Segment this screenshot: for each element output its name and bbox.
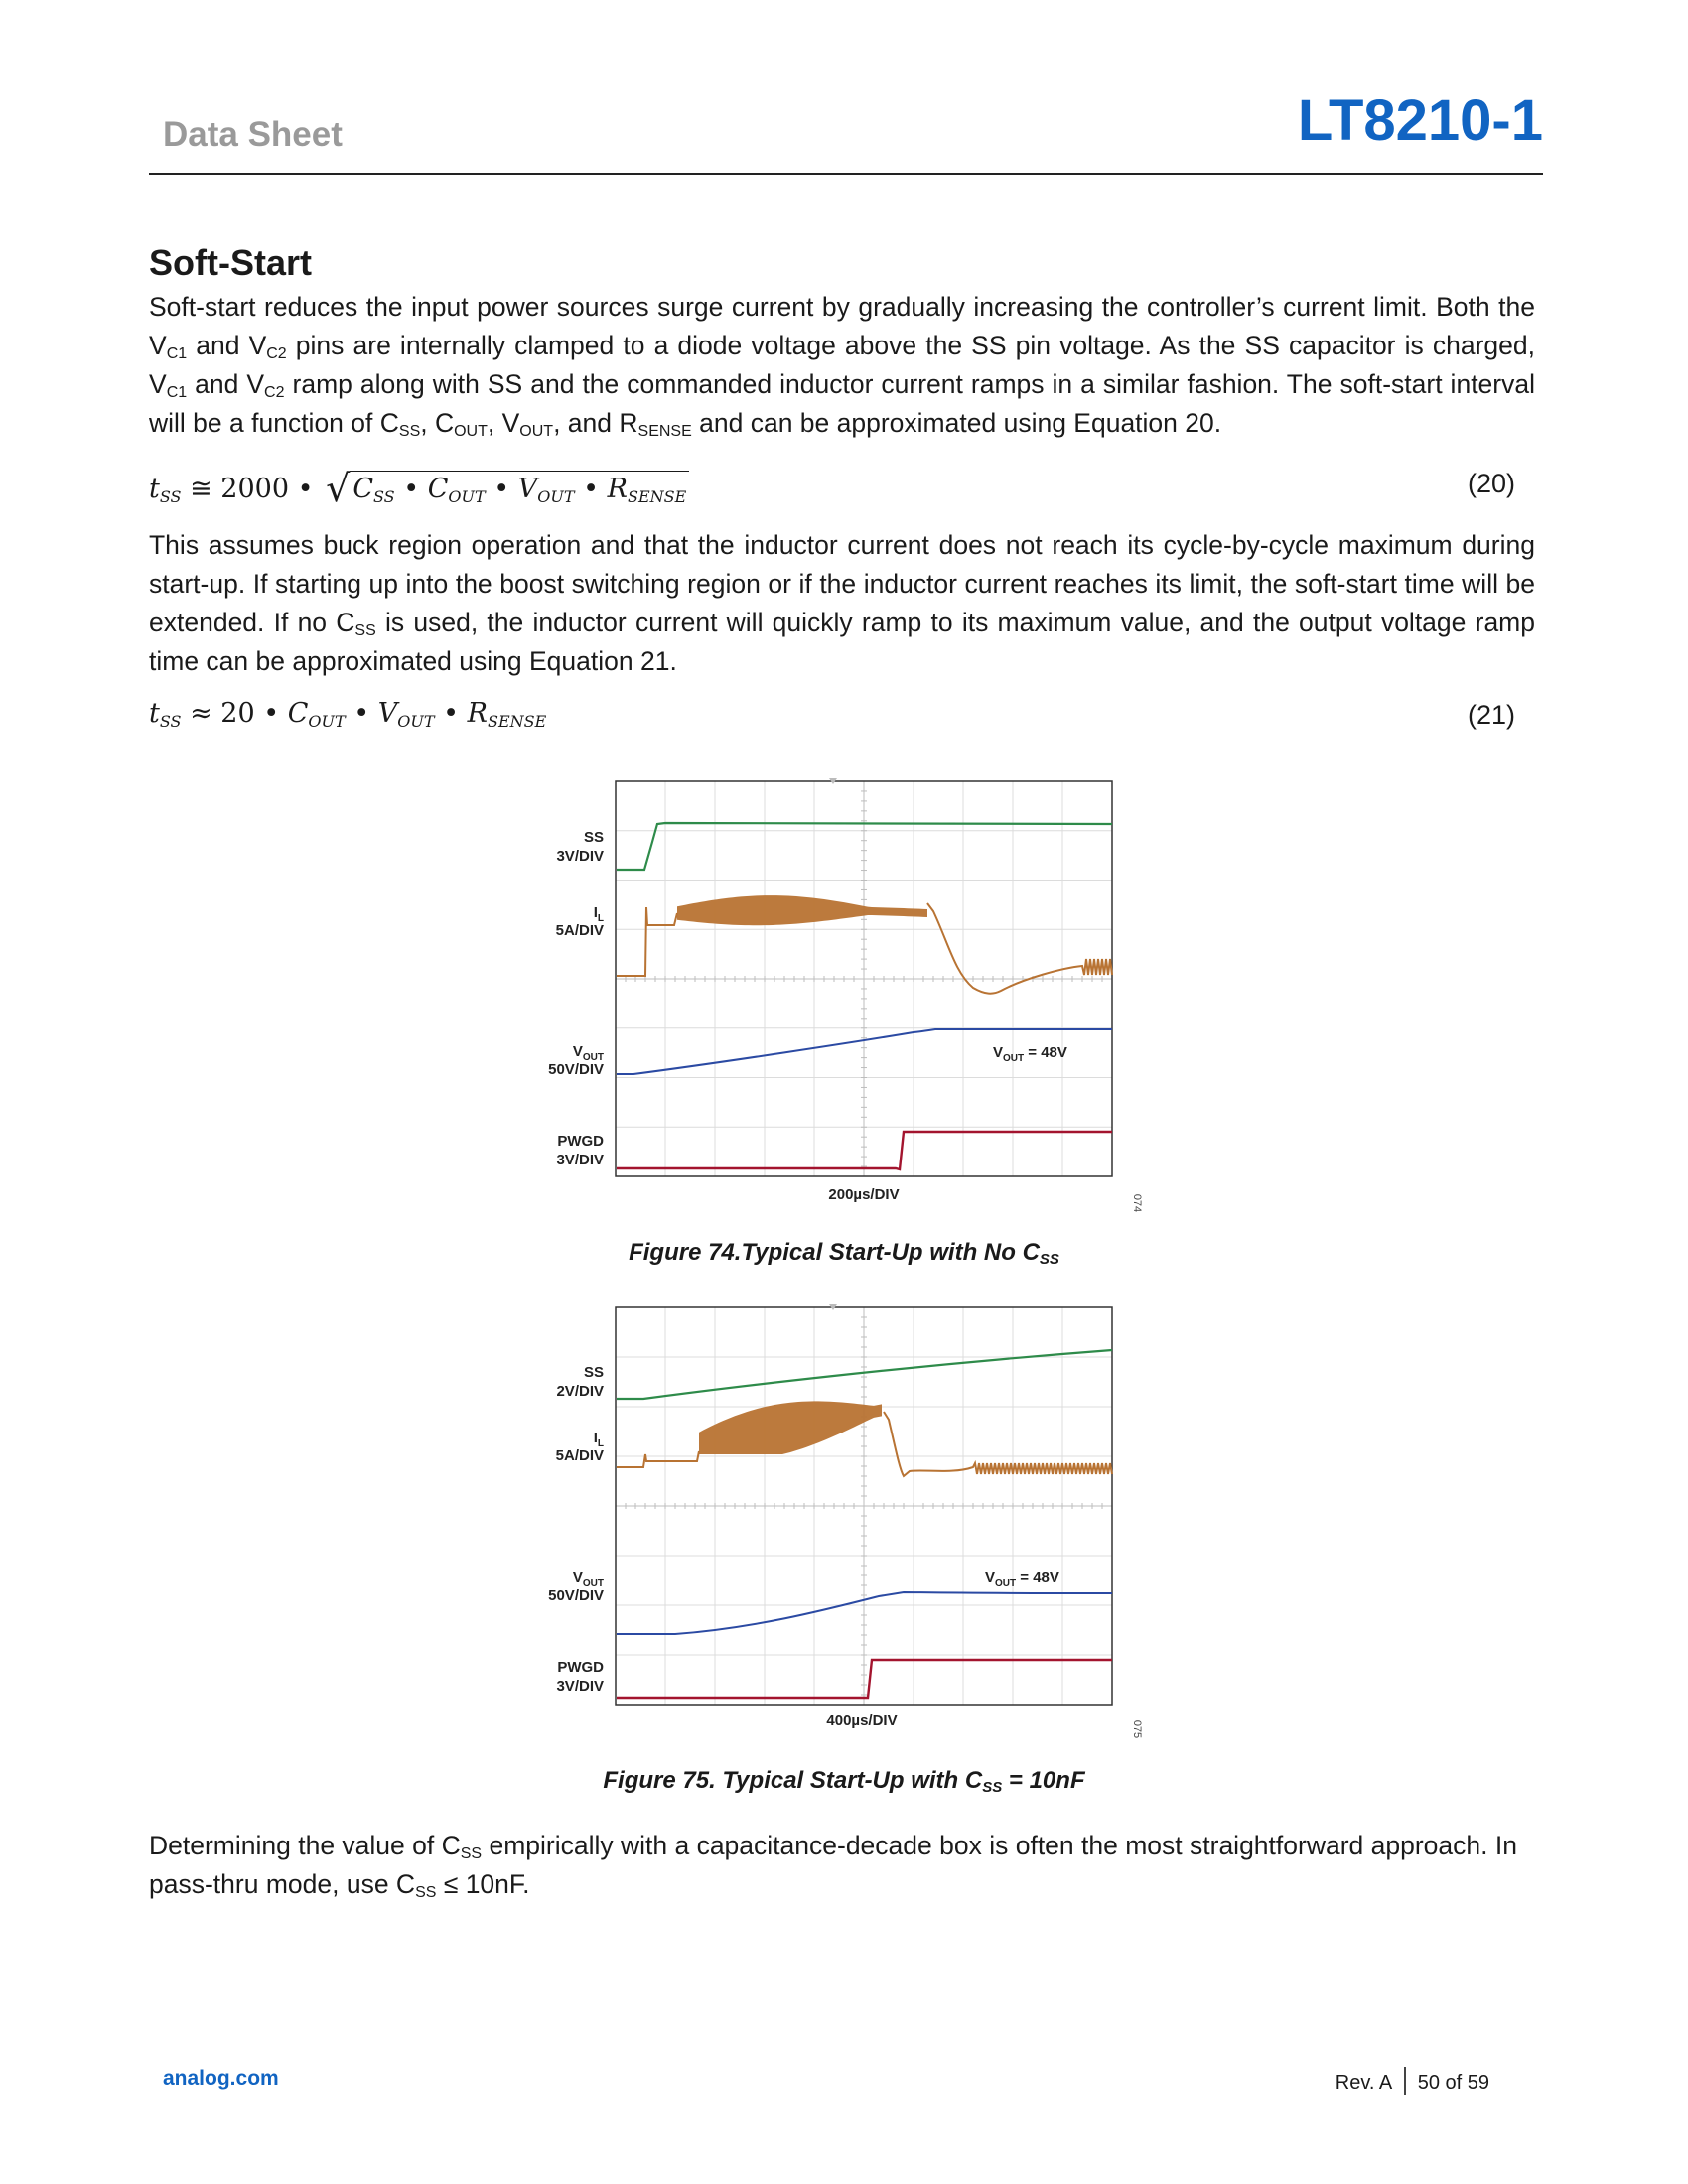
figure-75-il-label: IL <box>594 1430 604 1449</box>
figure-75-vout-trace <box>617 1590 1113 1635</box>
figure-74-il-trace <box>617 902 1113 995</box>
footer-website-link[interactable]: analog.com <box>163 2067 279 2090</box>
figure-74-pwgd-trace <box>617 1130 1112 1171</box>
figure-75-id: 075 <box>1131 1720 1143 1738</box>
figure-75-frame <box>615 1306 1113 1706</box>
figure-75-pwgd-trace <box>617 1658 1112 1700</box>
figure-74-id: 074 <box>1131 1194 1143 1212</box>
footer-revision: Rev. A <box>1335 2072 1393 2094</box>
figure-74-caption: Figure 74.Typical Start-Up with No CSS <box>629 1239 1059 1268</box>
header-part-number: LT8210-1 <box>1297 88 1543 153</box>
figure-74-vout-annotation: VOUT = 48V <box>993 1044 1067 1064</box>
figure-75-pwgd-scale: 3V/DIV <box>556 1678 604 1695</box>
equation-21: tSS ≈ 20 • COUT • VOUT • RSENSE <box>149 698 547 731</box>
figure-75-timebase: 400µs/DIV <box>826 1712 897 1729</box>
figure-75-oscilloscope: SS 2V/DIV IL 5A/DIV VOUT 50V/DIV PWGD 3V… <box>526 1300 1162 1752</box>
figure-74-grid <box>615 780 1113 1177</box>
figure-74-svg: SS 3V/DIV IL 5A/DIV VOUT 50V/DIV PWGD 3V… <box>548 778 1143 1212</box>
footer-separator <box>1404 2067 1406 2095</box>
figure-74-il-label: IL <box>594 904 604 924</box>
equation-20: tSS ≅ 2000 • √ CSS • COUT • VOUT • RSENSE <box>149 467 690 510</box>
figure-74-oscilloscope: SS 3V/DIV IL 5A/DIV VOUT 50V/DIV PWGD 3V… <box>526 774 1162 1231</box>
figure-75-vout-label: VOUT <box>573 1570 604 1589</box>
equation-20-number: (20) <box>1467 469 1515 498</box>
figure-75-ss-trace <box>617 1348 1113 1401</box>
header-divider <box>149 173 1543 175</box>
figure-74-il-envelope <box>677 895 927 926</box>
figure-74-pwgd-scale: 3V/DIV <box>556 1152 604 1168</box>
figure-75-il-envelope <box>699 1401 882 1454</box>
header-doc-type: Data Sheet <box>163 115 343 154</box>
paragraph-intro: Soft-start reduces the input power sourc… <box>149 292 1535 440</box>
figure-75-caption: Figure 75. Typical Start-Up with CSS = 1… <box>603 1767 1085 1796</box>
figure-75-grid <box>615 1306 1113 1706</box>
footer-page-number: 50 of 59 <box>1417 2072 1489 2094</box>
figure-75-ss-scale: 2V/DIV <box>556 1383 604 1400</box>
equation-21-number: (21) <box>1467 700 1515 730</box>
figure-75-ss-label: SS <box>584 1364 604 1381</box>
figure-74-trigger-marker <box>829 778 837 784</box>
section-title: Soft-Start <box>149 242 312 283</box>
figure-75-pwgd-label: PWGD <box>557 1659 604 1676</box>
figure-74-frame <box>615 780 1113 1177</box>
figure-74-vout-label: VOUT <box>573 1043 604 1063</box>
figure-74-il-scale: 5A/DIV <box>556 922 604 939</box>
paragraph-css-selection: Determining the value of CSS empirically… <box>149 1831 1517 1901</box>
figure-75-vout-annotation: VOUT = 48V <box>985 1570 1059 1589</box>
figure-75-trigger-marker <box>829 1304 837 1310</box>
footer-page-info: Rev. A 50 of 59 <box>1336 2067 1489 2095</box>
figure-74-vout-scale: 50V/DIV <box>548 1061 604 1078</box>
figure-74-pwgd-label: PWGD <box>557 1133 604 1150</box>
figure-74-timebase: 200µs/DIV <box>828 1186 899 1203</box>
figure-75-il-scale: 5A/DIV <box>556 1447 604 1464</box>
figure-74-ss-trace <box>617 821 1113 872</box>
figure-75-il-trace <box>617 1411 1113 1478</box>
paragraph-buck-region: This assumes buck region operation and t… <box>149 530 1535 676</box>
figure-75-vout-scale: 50V/DIV <box>548 1587 604 1604</box>
figure-75-svg: SS 2V/DIV IL 5A/DIV VOUT 50V/DIV PWGD 3V… <box>548 1304 1143 1738</box>
figure-74-ss-label: SS <box>584 829 604 846</box>
figure-74-ss-scale: 3V/DIV <box>556 848 604 865</box>
figure-74-vout-trace <box>617 1028 1112 1075</box>
